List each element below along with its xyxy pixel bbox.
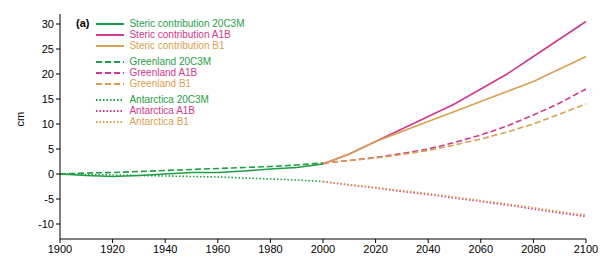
svg-text:2020: 2020 xyxy=(363,243,387,255)
svg-text:-5: -5 xyxy=(44,193,54,205)
svg-text:1980: 1980 xyxy=(258,243,282,255)
svg-text:cm: cm xyxy=(14,112,26,127)
html-text:Antarctica B1: Antarctica B1 xyxy=(129,116,189,127)
svg-text:10: 10 xyxy=(42,118,54,130)
html-text:Antarctica 20C3M: Antarctica 20C3M xyxy=(129,94,209,105)
html-text:Steric contribution 20C3M: Steric contribution 20C3M xyxy=(129,18,245,29)
html-text:Antarctica A1B: Antarctica A1B xyxy=(129,105,195,116)
svg-text:1920: 1920 xyxy=(100,243,124,255)
html-text:Greenland B1: Greenland B1 xyxy=(129,78,192,89)
svg-text:2100: 2100 xyxy=(574,243,598,255)
svg-text:2000: 2000 xyxy=(311,243,335,255)
svg-text:1900: 1900 xyxy=(48,243,72,255)
svg-text:1940: 1940 xyxy=(153,243,177,255)
html-text:Steric contribution B1: Steric contribution B1 xyxy=(129,40,225,51)
svg-text:20: 20 xyxy=(42,68,54,80)
svg-text:0: 0 xyxy=(48,168,54,180)
html-text:Steric contribution A1B: Steric contribution A1B xyxy=(129,29,231,40)
svg-text:15: 15 xyxy=(42,93,54,105)
svg-text:30: 30 xyxy=(42,18,54,30)
svg-text:5: 5 xyxy=(48,143,54,155)
svg-text:2060: 2060 xyxy=(469,243,493,255)
svg-text:2040: 2040 xyxy=(416,243,440,255)
html-text:Greenland 20C3M: Greenland 20C3M xyxy=(129,56,212,67)
svg-text:25: 25 xyxy=(42,43,54,55)
svg-text:1960: 1960 xyxy=(206,243,230,255)
html-text:(a): (a) xyxy=(76,17,90,29)
html-text:Greenland A1B: Greenland A1B xyxy=(129,67,198,78)
svg-text:-10: -10 xyxy=(38,218,54,230)
svg-text:2080: 2080 xyxy=(521,243,545,255)
